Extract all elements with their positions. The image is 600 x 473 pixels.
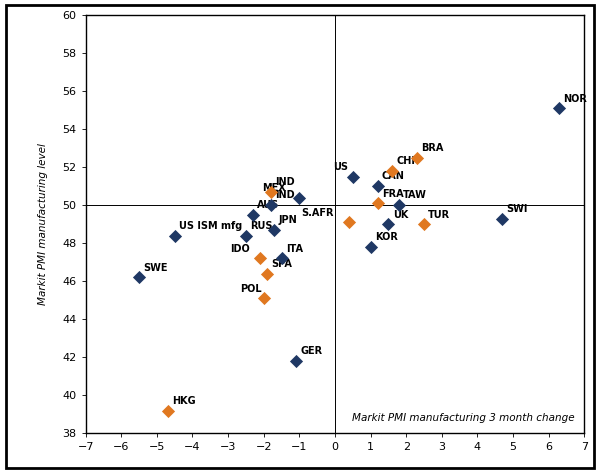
Point bbox=[387, 167, 397, 175]
Point bbox=[241, 232, 251, 239]
Text: NOR: NOR bbox=[563, 94, 587, 104]
Text: TUR: TUR bbox=[428, 210, 451, 219]
Text: JPN: JPN bbox=[278, 215, 298, 225]
Point bbox=[259, 295, 269, 302]
Point bbox=[291, 358, 301, 365]
Text: S.AFR: S.AFR bbox=[301, 208, 334, 218]
Text: KOR: KOR bbox=[375, 232, 398, 242]
Point bbox=[266, 188, 275, 196]
Text: SPA: SPA bbox=[272, 259, 292, 269]
Point bbox=[248, 211, 258, 219]
Point bbox=[269, 226, 279, 234]
Text: GER: GER bbox=[300, 346, 322, 356]
Text: POL: POL bbox=[241, 284, 262, 294]
Point bbox=[277, 254, 286, 262]
Text: RUS: RUS bbox=[250, 221, 272, 231]
Text: ITA: ITA bbox=[286, 244, 303, 254]
Point bbox=[373, 183, 382, 190]
Text: MEX: MEX bbox=[262, 183, 286, 193]
Text: IDO: IDO bbox=[230, 244, 250, 254]
Point bbox=[163, 407, 172, 414]
Text: SWI: SWI bbox=[506, 204, 528, 214]
Point bbox=[412, 154, 422, 161]
Text: IND: IND bbox=[275, 191, 295, 201]
Point bbox=[348, 173, 358, 181]
Text: UK: UK bbox=[392, 210, 408, 219]
Point bbox=[134, 274, 144, 281]
Text: US ISM mfg: US ISM mfg bbox=[179, 221, 242, 231]
Point bbox=[266, 201, 275, 209]
Text: US: US bbox=[333, 162, 348, 172]
Text: TAW: TAW bbox=[403, 191, 427, 201]
Point bbox=[373, 200, 382, 207]
Point bbox=[262, 270, 272, 278]
Text: SWE: SWE bbox=[143, 263, 168, 273]
Point bbox=[383, 220, 393, 228]
Text: CHI: CHI bbox=[396, 156, 415, 166]
Text: HKG: HKG bbox=[172, 396, 196, 406]
Point bbox=[344, 219, 354, 226]
Text: FRA: FRA bbox=[382, 189, 404, 199]
Point bbox=[170, 232, 179, 239]
Point bbox=[256, 254, 265, 262]
Text: IND: IND bbox=[275, 177, 295, 187]
Point bbox=[295, 194, 304, 201]
Point bbox=[366, 243, 376, 251]
Text: AUS: AUS bbox=[257, 200, 280, 210]
Point bbox=[554, 105, 564, 112]
Text: Markit PMI manufacturing level: Markit PMI manufacturing level bbox=[38, 143, 48, 305]
Text: BRA: BRA bbox=[421, 143, 443, 153]
Point bbox=[497, 215, 507, 222]
Point bbox=[419, 220, 429, 228]
Point bbox=[394, 201, 404, 209]
Text: Markit PMI manufacturing 3 month change: Markit PMI manufacturing 3 month change bbox=[352, 413, 574, 423]
Text: CAN: CAN bbox=[382, 172, 405, 182]
